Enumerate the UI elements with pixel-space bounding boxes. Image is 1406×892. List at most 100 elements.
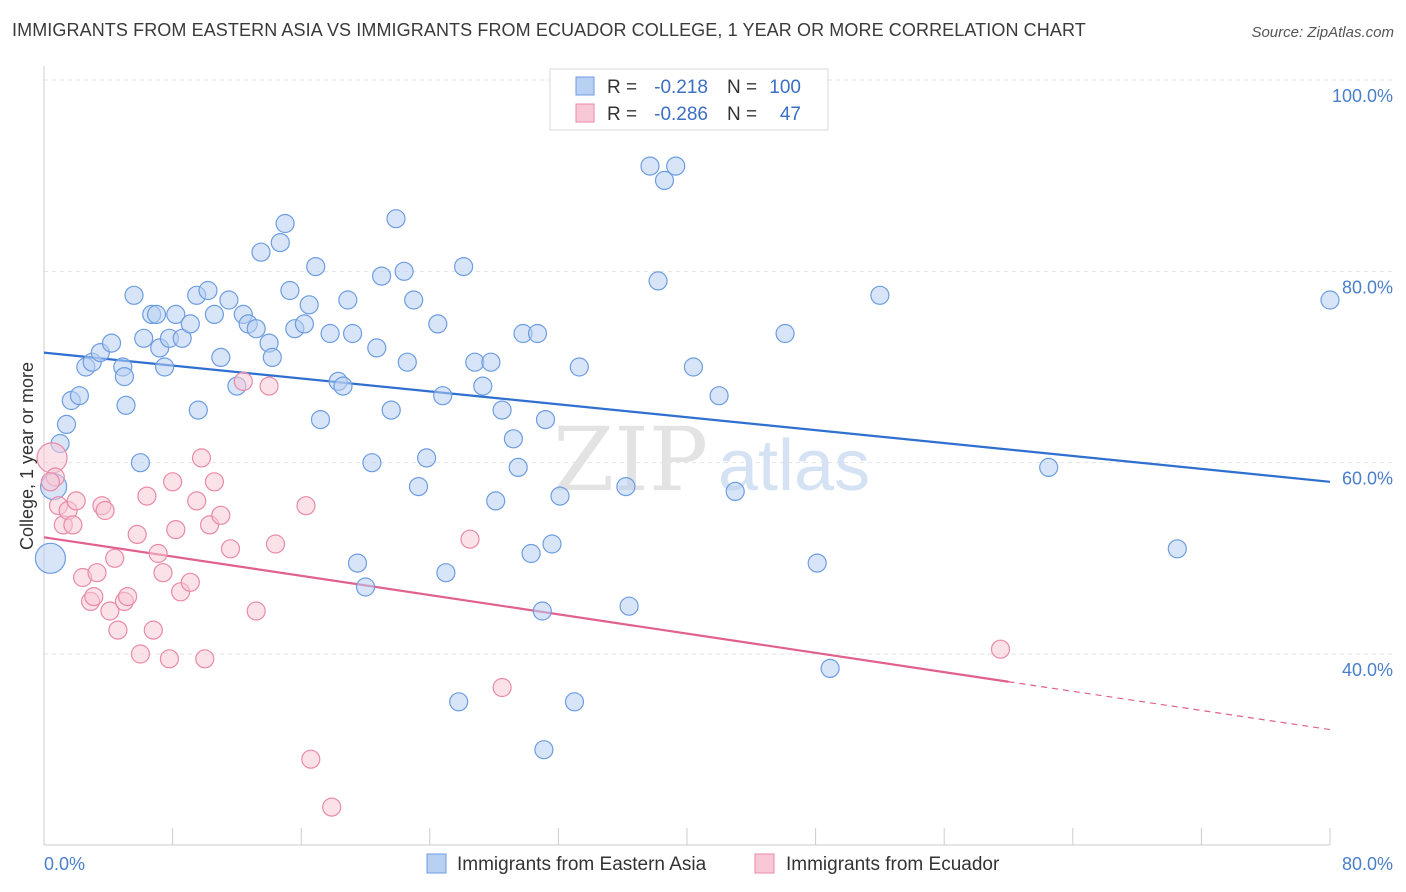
legend-r-label-1: R = bbox=[607, 77, 637, 98]
data-point bbox=[534, 740, 554, 760]
legend: R = -0.218 N = 100 R = -0.286 N = 47 bbox=[549, 68, 829, 131]
data-point bbox=[191, 448, 212, 468]
data-point bbox=[66, 491, 86, 511]
data-point bbox=[408, 477, 429, 497]
legend-box bbox=[549, 68, 829, 131]
data-point bbox=[372, 266, 392, 286]
data-point bbox=[362, 453, 382, 473]
data-point bbox=[648, 271, 668, 291]
data-point bbox=[148, 543, 168, 564]
legend-r-value-1: -0.218 bbox=[654, 77, 708, 98]
data-point bbox=[386, 209, 406, 229]
trend-line-extension-1 bbox=[1008, 681, 1331, 731]
data-point bbox=[101, 333, 122, 353]
bottom-legend-swatch-eastern-asia bbox=[426, 853, 447, 874]
series-eastern-asia-points bbox=[34, 156, 1340, 760]
data-point bbox=[137, 486, 157, 506]
data-point bbox=[465, 352, 485, 372]
data-point bbox=[404, 290, 424, 310]
data-point bbox=[246, 319, 266, 339]
data-point bbox=[301, 749, 321, 769]
data-point bbox=[220, 539, 241, 559]
x-tick-label-max: 80.0% bbox=[1342, 854, 1393, 874]
data-point bbox=[433, 386, 453, 406]
legend-r-value-2: -0.286 bbox=[654, 104, 708, 125]
data-point bbox=[454, 257, 474, 277]
data-point bbox=[143, 620, 163, 640]
legend-swatch-ecuador bbox=[575, 103, 595, 123]
data-point bbox=[820, 658, 840, 679]
series-ecuador-points bbox=[36, 371, 1011, 817]
data-point bbox=[503, 429, 524, 449]
data-point bbox=[233, 371, 253, 391]
data-point bbox=[343, 323, 363, 344]
data-point bbox=[166, 519, 186, 540]
chart-source: Source: ZipAtlas.com bbox=[1251, 24, 1394, 41]
bottom-legend: Immigrants from Eastern Asia Immigrants … bbox=[426, 853, 1000, 875]
data-point bbox=[188, 400, 208, 420]
data-point bbox=[381, 400, 401, 420]
data-point bbox=[481, 352, 501, 372]
data-point bbox=[195, 649, 215, 669]
data-point bbox=[211, 505, 231, 525]
y-tick-label-80: 80.0% bbox=[1342, 277, 1393, 297]
data-point bbox=[333, 376, 353, 396]
data-point bbox=[130, 644, 150, 664]
data-point bbox=[40, 472, 61, 492]
data-point bbox=[310, 410, 331, 430]
legend-swatch-eastern-asia bbox=[575, 76, 595, 96]
data-point bbox=[163, 472, 183, 492]
data-point bbox=[569, 357, 589, 377]
trend-lines bbox=[43, 351, 1331, 731]
data-point bbox=[640, 156, 660, 176]
data-point bbox=[709, 386, 729, 406]
data-point bbox=[320, 323, 340, 344]
data-point bbox=[508, 457, 528, 477]
data-point bbox=[299, 295, 319, 315]
data-point bbox=[153, 563, 173, 583]
data-point bbox=[159, 649, 179, 669]
data-point bbox=[211, 347, 231, 367]
y-tick-label-40: 40.0% bbox=[1342, 660, 1393, 680]
data-point bbox=[619, 596, 639, 616]
data-point bbox=[114, 367, 135, 387]
data-point bbox=[532, 601, 552, 621]
y-axis-title: College, 1 year or more bbox=[17, 362, 37, 550]
data-point bbox=[134, 328, 154, 348]
data-point bbox=[180, 314, 200, 334]
data-point bbox=[397, 352, 417, 372]
data-point bbox=[63, 515, 83, 535]
data-point bbox=[124, 285, 144, 305]
data-point bbox=[246, 601, 266, 621]
data-point bbox=[355, 577, 376, 597]
data-point bbox=[251, 242, 271, 262]
data-point bbox=[87, 563, 107, 583]
y-tick-labels: 40.0% 60.0% 80.0% 100.0% bbox=[1332, 86, 1393, 680]
legend-n-label-1: N = bbox=[727, 77, 757, 98]
data-point bbox=[198, 280, 218, 301]
data-point bbox=[492, 400, 512, 420]
data-point bbox=[296, 496, 316, 516]
data-point bbox=[259, 376, 279, 396]
data-point bbox=[542, 534, 562, 554]
data-point bbox=[535, 410, 556, 430]
data-point bbox=[270, 233, 290, 253]
watermark-zip: ZIP bbox=[553, 408, 708, 511]
data-point bbox=[100, 601, 120, 621]
data-point bbox=[84, 586, 104, 607]
data-point bbox=[775, 323, 795, 344]
data-point bbox=[449, 692, 469, 712]
data-point bbox=[56, 414, 77, 434]
data-point bbox=[146, 304, 167, 324]
data-point bbox=[262, 347, 282, 367]
data-point bbox=[265, 534, 286, 554]
data-point bbox=[436, 563, 456, 583]
watermark: ZIP atlas bbox=[553, 408, 870, 511]
data-point bbox=[306, 257, 326, 277]
data-point bbox=[394, 261, 414, 281]
data-point bbox=[347, 553, 368, 573]
trend-line-1 bbox=[43, 536, 1009, 683]
data-point bbox=[338, 290, 358, 310]
data-point bbox=[550, 486, 570, 506]
